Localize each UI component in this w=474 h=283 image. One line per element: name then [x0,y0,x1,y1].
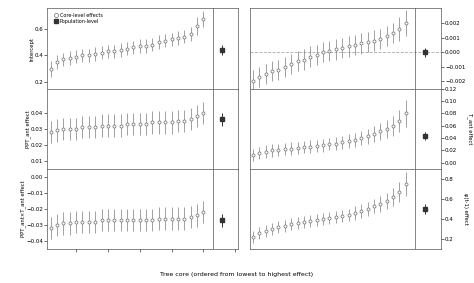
Y-axis label: PPT_ant×T_ant effect: PPT_ant×T_ant effect [21,181,27,237]
Y-axis label: φ(t-1) effect: φ(t-1) effect [464,193,468,225]
Text: Tree core (ordered from lowest to highest effect): Tree core (ordered from lowest to highes… [160,272,314,277]
Y-axis label: Intercept: Intercept [29,37,34,61]
Y-axis label: PPT_ant effect: PPT_ant effect [26,110,31,148]
Y-axis label: T_ant effect: T_ant effect [467,113,473,145]
Legend: Core-level effects, Population-level: Core-level effects, Population-level [54,12,103,24]
